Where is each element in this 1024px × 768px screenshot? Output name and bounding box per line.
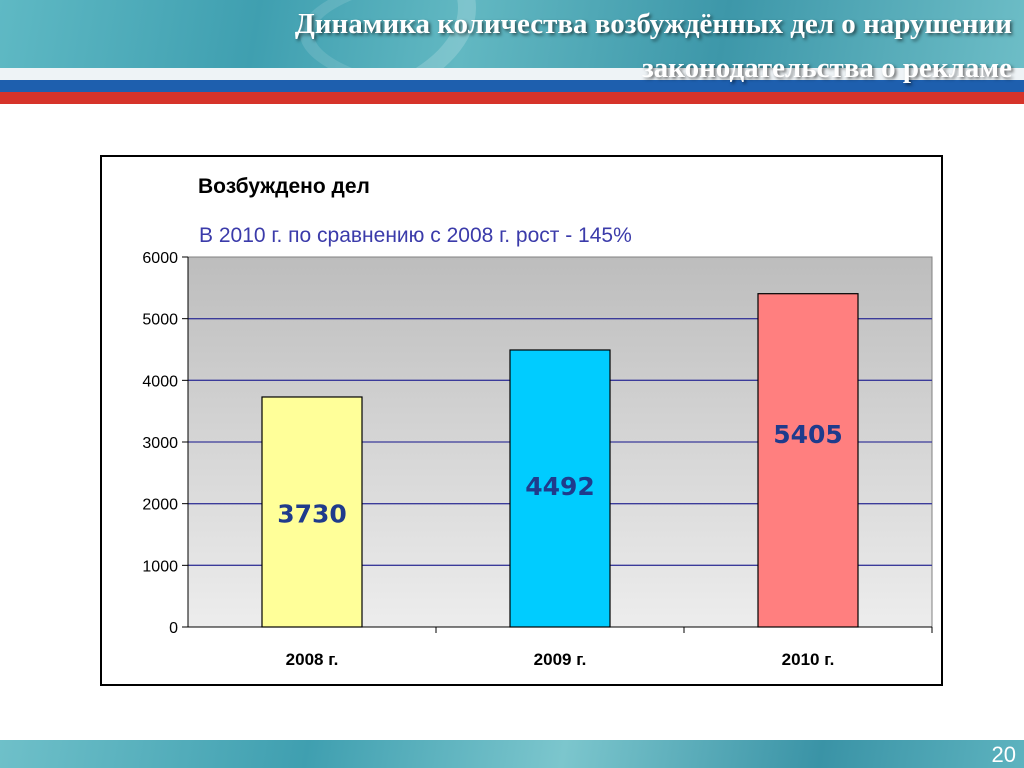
labels: 0 1000 2000 3000 4000 5000 6000 3730 2008 г. 4492… xyxy=(142,250,842,669)
y-tick-label: 6000 xyxy=(142,250,178,267)
header-banner xyxy=(0,0,1024,104)
slide-title: Динамика количества возбуждённых дел о н… xyxy=(294,8,1012,84)
bar xyxy=(757,293,859,628)
bars xyxy=(261,293,859,628)
bar xyxy=(509,349,611,628)
y-tick-label: 3000 xyxy=(142,435,178,452)
x-tick-label: 2010 г. xyxy=(782,650,835,669)
x-tick-label: 2008 г. xyxy=(286,650,339,669)
data-label: 4492 xyxy=(525,472,595,501)
flag-stripe-red xyxy=(0,92,1024,104)
y-tick-label: 4000 xyxy=(142,373,178,390)
axes xyxy=(182,256,933,633)
y-tick-label: 2000 xyxy=(142,497,178,514)
bar xyxy=(261,396,363,628)
chart-frame: Возбуждено дел В 2010 г. по сравнению с … xyxy=(100,155,943,686)
page-number: 20 xyxy=(991,742,1016,767)
bar-chart: Возбуждено дел В 2010 г. по сравнению с … xyxy=(142,175,933,669)
flag-stripe-white xyxy=(0,68,1024,80)
flag-stripe-blue xyxy=(0,80,1024,92)
y-tick-label: 0 xyxy=(169,620,178,637)
data-label: 3730 xyxy=(277,500,347,529)
y-tick-label: 5000 xyxy=(142,312,178,329)
chart-subtitle: В 2010 г. по сравнению с 2008 г. рост - … xyxy=(199,224,632,247)
chart-title: Возбуждено дел xyxy=(198,175,370,198)
data-label: 5405 xyxy=(773,420,843,449)
footer-banner xyxy=(0,740,1024,768)
y-tick-label: 1000 xyxy=(142,558,178,575)
x-tick-label: 2009 г. xyxy=(534,650,587,669)
